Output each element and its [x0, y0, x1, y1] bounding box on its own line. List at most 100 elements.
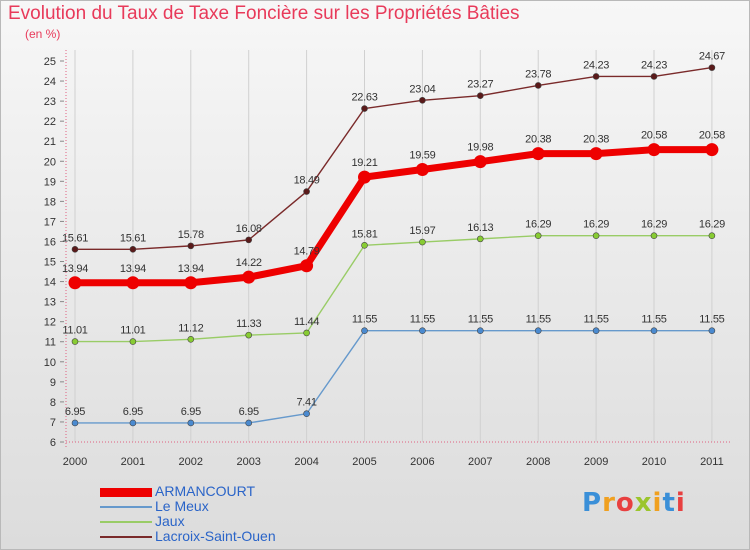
logo-letter: i — [652, 488, 663, 518]
y-tick-label: 11 — [45, 337, 56, 349]
data-point — [534, 232, 542, 239]
legend-label: Jaux — [155, 513, 185, 529]
data-point — [705, 143, 719, 157]
logo-letter: r — [602, 488, 616, 518]
data-point — [473, 155, 487, 169]
series-layer — [68, 64, 719, 427]
y-tick-label: 18 — [44, 196, 56, 208]
y-tick-label: 14 — [44, 277, 56, 289]
x-tick-label: 2011 — [700, 456, 724, 468]
data-labels: 6.95 6.95 6.95 6.95 7.41 11.55 11.55 11.55 11.55… — [62, 51, 725, 418]
data-point — [245, 419, 252, 427]
x-tick-label: 2004 — [294, 456, 318, 468]
data-point — [303, 410, 310, 418]
data-point — [419, 97, 426, 104]
data-label: 23.78 — [525, 68, 551, 80]
data-point — [531, 147, 545, 161]
data-point — [303, 188, 310, 195]
data-label: 16.29 — [641, 219, 667, 231]
x-tick-label: 2010 — [642, 456, 666, 468]
data-point — [708, 327, 716, 335]
data-point — [245, 236, 252, 244]
y-tick-label: 24 — [44, 76, 56, 88]
data-label: 13.94 — [62, 263, 88, 275]
y-tick-label: 7 — [50, 417, 56, 429]
data-label: 11.12 — [178, 322, 203, 334]
data-label: 22.63 — [351, 92, 377, 104]
data-point — [361, 241, 368, 249]
data-label: 11.55 — [352, 314, 377, 326]
data-point — [68, 276, 82, 290]
data-point — [187, 419, 195, 427]
x-tick-label: 2005 — [352, 456, 376, 468]
data-point — [708, 64, 716, 71]
data-label: 19.59 — [409, 149, 435, 161]
y-tick-label: 10 — [44, 357, 56, 369]
y-tick-label: 23 — [44, 96, 56, 108]
series-line-armancourt — [71, 146, 716, 287]
proxiti-logo: Proxiti — [582, 488, 686, 518]
y-tick-label: 21 — [44, 136, 56, 148]
data-point — [534, 327, 542, 335]
data-label: 14.79 — [294, 246, 320, 258]
data-label: 11.55 — [583, 314, 608, 326]
data-label: 13.94 — [178, 263, 204, 275]
legend-swatch — [100, 488, 152, 497]
data-point — [187, 336, 195, 343]
data-label: 19.98 — [467, 142, 493, 154]
data-label: 24.23 — [641, 59, 667, 71]
legend-swatch — [100, 506, 152, 508]
y-tick-label: 16 — [44, 236, 56, 248]
data-label: 20.58 — [641, 130, 667, 142]
y-tick-label: 8 — [50, 397, 56, 409]
data-label: 11.01 — [120, 325, 145, 337]
data-point — [245, 331, 252, 339]
y-tick-label: 22 — [44, 116, 56, 128]
data-label: 11.55 — [468, 314, 493, 326]
x-tick-label: 2002 — [179, 456, 203, 468]
chart-title: Evolution du Taux de Taxe Foncière sur l… — [8, 3, 520, 24]
data-label: 15.81 — [351, 228, 377, 240]
data-point — [708, 232, 716, 239]
data-label: 6.95 — [65, 406, 85, 418]
data-label: 11.55 — [641, 314, 666, 326]
data-point — [129, 419, 137, 427]
data-label: 11.01 — [62, 325, 87, 337]
data-label: 6.95 — [181, 406, 201, 418]
y-tick-label: 12 — [44, 317, 56, 329]
data-point — [303, 329, 310, 337]
data-point — [126, 276, 140, 290]
x-tick-label: 2000 — [63, 456, 87, 468]
x-tick-label: 2006 — [410, 456, 434, 468]
data-label: 18.49 — [294, 175, 320, 187]
y-tick-label: 19 — [44, 176, 56, 188]
legend-label: ARMANCOURT — [155, 483, 256, 499]
legend-label: Lacroix-Saint-Ouen — [155, 528, 276, 544]
x-tick-label: 2007 — [468, 456, 492, 468]
data-point — [71, 338, 79, 345]
data-point — [476, 92, 484, 99]
data-label: 11.55 — [526, 314, 551, 326]
y-tick-label: 15 — [44, 257, 56, 269]
data-point — [419, 238, 426, 246]
y-tick-label: 13 — [44, 297, 56, 309]
data-label: 11.33 — [236, 318, 261, 330]
data-point — [129, 245, 137, 253]
data-label: 23.04 — [409, 83, 435, 95]
data-point — [592, 232, 600, 239]
y-tick-label: 25 — [44, 56, 56, 68]
data-label: 14.22 — [236, 257, 262, 269]
legend-swatch — [100, 536, 152, 538]
data-point — [650, 327, 658, 335]
logo-letter: x — [634, 488, 653, 518]
data-label: 16.08 — [236, 223, 262, 235]
data-label: 24.23 — [583, 59, 609, 71]
data-label: 15.97 — [409, 225, 435, 237]
data-label: 20.58 — [699, 130, 725, 142]
data-label: 15.78 — [178, 229, 204, 241]
data-point — [415, 162, 429, 176]
data-point — [534, 82, 542, 89]
data-label: 7.41 — [296, 397, 316, 409]
